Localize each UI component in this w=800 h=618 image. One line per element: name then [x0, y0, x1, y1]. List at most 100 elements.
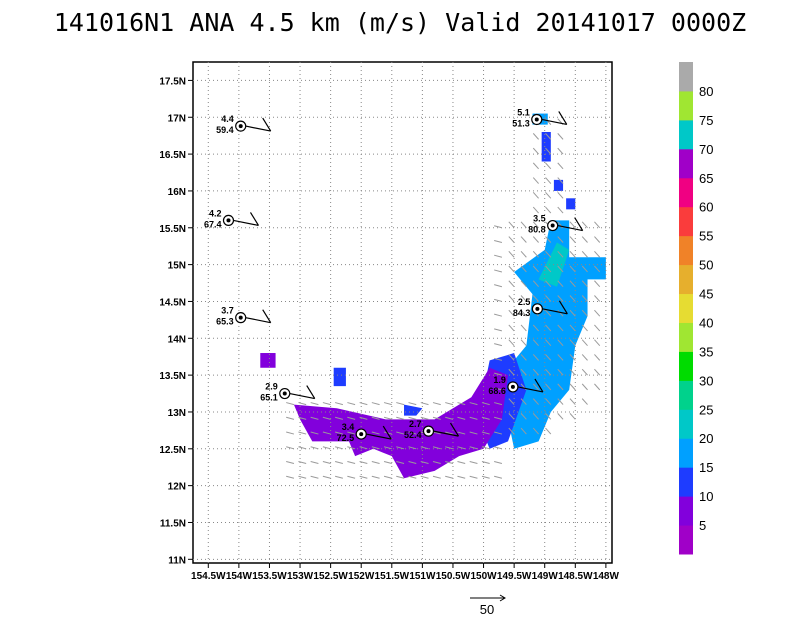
wind-vector-arrow — [408, 431, 417, 435]
wind-vector-arrow — [594, 295, 601, 302]
wind-barb-staff — [541, 118, 567, 126]
wind-barb-staff — [233, 219, 259, 226]
wind-vector-arrow — [569, 398, 576, 405]
wind-vector-arrow — [334, 446, 343, 450]
wind-vector-arrow — [569, 221, 576, 229]
wind-barb-flag — [306, 385, 316, 399]
wind-vector-arrow — [432, 431, 441, 435]
lat-tick-label: 14N — [168, 334, 186, 345]
wind-vector-arrow — [494, 461, 503, 465]
wind-vector-arrow — [420, 461, 429, 465]
wind-vector-arrow — [581, 265, 588, 273]
wind-vector-arrow — [445, 446, 454, 450]
wind-vector-arrow — [408, 475, 417, 479]
wind-vector-arrow — [545, 324, 552, 332]
wind-vector-arrow — [532, 162, 539, 170]
station-value-top: 2.7 — [409, 419, 422, 429]
wind-vector-arrow — [594, 368, 601, 376]
wind-vector-arrow — [322, 461, 331, 465]
wind-vector-arrow — [298, 402, 307, 406]
wind-vector-arrow — [532, 265, 539, 273]
lat-tick-label: 13.5N — [159, 371, 186, 382]
wind-vector-arrow — [494, 475, 503, 479]
wind-vector-arrow — [494, 416, 503, 420]
wind-vector-arrow — [334, 431, 343, 435]
wind-vector-arrow — [334, 461, 343, 465]
wind-vector-arrow — [520, 398, 527, 405]
colorbar-segment — [679, 264, 693, 295]
wind-vector-arrow — [532, 413, 539, 420]
wind-vector-arrow — [557, 324, 564, 332]
colorbar-label: 40 — [699, 315, 713, 330]
station-value-top: 3.4 — [342, 422, 355, 432]
colorbar-segment — [679, 496, 693, 526]
wind-vector-arrow — [445, 402, 454, 406]
station-marker-dot — [282, 391, 287, 396]
wind-vector-arrow — [445, 461, 454, 465]
station-marker-dot — [238, 124, 243, 129]
wind-barb-flag — [558, 300, 568, 315]
wind-vector-arrow — [469, 475, 478, 479]
wind-vector-arrow — [545, 265, 552, 273]
wind-vector-arrow — [408, 416, 417, 420]
wind-vector-arrow — [557, 206, 564, 214]
lon-tick-label: 149.5W — [497, 571, 532, 582]
reference-vector-label: 50 — [480, 602, 494, 617]
station-value-top: 3.7 — [221, 306, 234, 316]
station-marker-dot — [535, 306, 540, 311]
wind-vector-arrow — [322, 475, 331, 479]
colorbar-segment — [679, 235, 693, 266]
colorbar-label: 65 — [699, 171, 713, 186]
colorbar-segment — [679, 177, 693, 208]
wind-vector-arrow — [569, 295, 576, 302]
wind-vector-arrow — [557, 295, 564, 302]
wind-vector-arrow — [347, 461, 356, 465]
wind-vector-arrow — [581, 339, 588, 346]
station-marker-dot — [359, 432, 364, 437]
wind-vector-arrow — [532, 339, 539, 346]
wind-vector-arrow — [310, 416, 319, 420]
wind-vector-arrow — [494, 372, 503, 376]
wind-vector-arrow — [520, 413, 527, 420]
station-value-top: 3.5 — [533, 214, 546, 224]
wind-vector-arrow — [545, 309, 552, 317]
wind-vector-arrow — [432, 461, 441, 465]
station-marker-dot — [238, 315, 243, 320]
wind-vector-arrow — [481, 431, 490, 435]
wind-vector-arrow — [286, 431, 295, 435]
wind-vector-arrow — [396, 446, 405, 450]
wind-vector-arrow — [557, 162, 564, 170]
lon-tick-label: 148W — [593, 571, 620, 582]
wind-vector-arrow — [532, 324, 539, 332]
wind-vector-arrow — [545, 118, 552, 125]
wind-vector-arrow — [569, 368, 576, 376]
wind-vector-arrow — [520, 221, 527, 229]
lon-tick-label: 151W — [409, 571, 436, 582]
lon-tick-label: 148.5W — [558, 571, 593, 582]
wind-vector-arrow — [545, 398, 552, 405]
wind-vector-arrow — [432, 475, 441, 479]
wind-vector-arrow — [508, 368, 515, 376]
wind-vector-arrow — [481, 475, 490, 479]
lon-tick-label: 152.5W — [313, 571, 348, 582]
wind-vector-arrow — [396, 431, 405, 435]
wind-vector-arrow — [569, 309, 576, 317]
wind-vector-arrow — [557, 354, 564, 361]
wind-vector-arrow — [545, 383, 552, 391]
wind-vector-arrow — [557, 265, 564, 273]
wind-vector-arrow — [557, 309, 564, 317]
wind-vector-arrow — [286, 475, 295, 479]
wind-vector-arrow — [347, 416, 356, 420]
wind-vector-arrow — [298, 446, 307, 450]
wind-vector-arrow — [520, 368, 527, 376]
wind-vector-arrow — [557, 250, 564, 258]
wind-vector-arrow — [508, 339, 515, 346]
lat-tick-label: 17.5N — [159, 76, 186, 87]
wind-vector-arrow — [286, 416, 295, 420]
wind-vector-arrow — [557, 398, 564, 405]
wind-vector-arrow — [594, 339, 601, 346]
wind-vector-arrow — [569, 354, 576, 361]
wind-vector-arrow — [520, 339, 527, 346]
wind-vectors — [286, 118, 601, 479]
